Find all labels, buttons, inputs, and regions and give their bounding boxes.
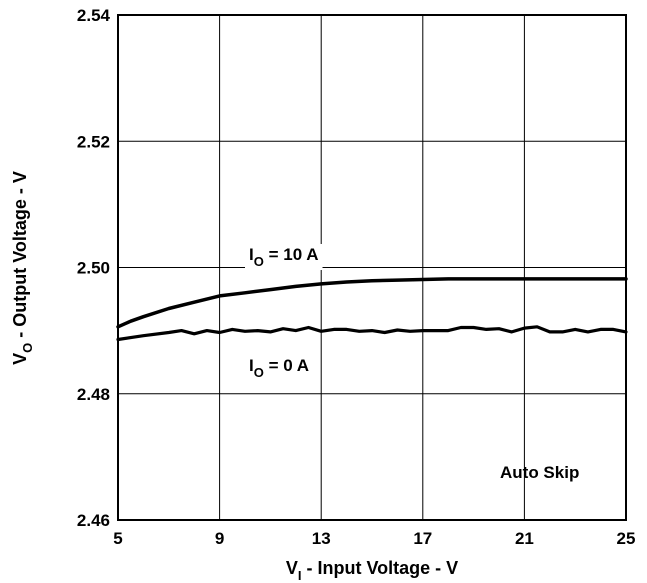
y-axis-label-main: V [10, 353, 30, 365]
series-label-0a-rest: = 0 A [264, 356, 309, 375]
series-line-0a [116, 325, 628, 342]
x-tick-label: 13 [312, 529, 331, 548]
series-label-10a: IO = 10 A [249, 245, 319, 269]
grid [118, 15, 626, 520]
y-tick-label: 2.46 [77, 511, 110, 530]
series-layer [116, 277, 628, 342]
x-tick-label: 25 [617, 529, 636, 548]
annotation-auto-skip: Auto Skip [500, 463, 579, 482]
y-tick-label: 2.52 [77, 132, 110, 151]
series-label-10a-main: I [249, 245, 254, 264]
x-axis-label-rest: - Input Voltage - V [301, 558, 458, 578]
series-label-0a-main: I [249, 356, 254, 375]
y-tick-label: 2.48 [77, 385, 110, 404]
series-label-10a-background [245, 244, 323, 270]
x-tick-label: 5 [113, 529, 122, 548]
x-axis-label-main: V [286, 558, 298, 578]
y-tick-label: 2.54 [77, 6, 111, 25]
x-tick-label: 17 [413, 529, 432, 548]
series-label-10a-bg-rect [245, 244, 323, 270]
x-tick-label: 21 [515, 529, 534, 548]
x-tick-labels: 5 9 13 17 21 25 [113, 529, 635, 548]
x-axis-label-sub: I [298, 568, 302, 583]
series-label-0a: IO = 0 A [249, 356, 309, 380]
y-tick-labels: 2.46 2.48 2.50 2.52 2.54 [77, 6, 111, 530]
y-tick-label: 2.50 [77, 259, 110, 278]
y-axis-label: VO - Output Voltage - V [10, 171, 35, 365]
series-label-10a-sub: O [254, 254, 264, 269]
y-axis-label-rest: - Output Voltage - V [10, 171, 30, 343]
plot-frame [117, 14, 627, 521]
series-line-10a [116, 277, 628, 329]
y-axis-label-sub: O [20, 343, 35, 353]
series-label-0a-sub: O [254, 365, 264, 380]
series-label-10a-rest: = 10 A [264, 245, 319, 264]
x-axis-label: VI - Input Voltage - V [286, 558, 458, 583]
x-tick-label: 9 [215, 529, 224, 548]
